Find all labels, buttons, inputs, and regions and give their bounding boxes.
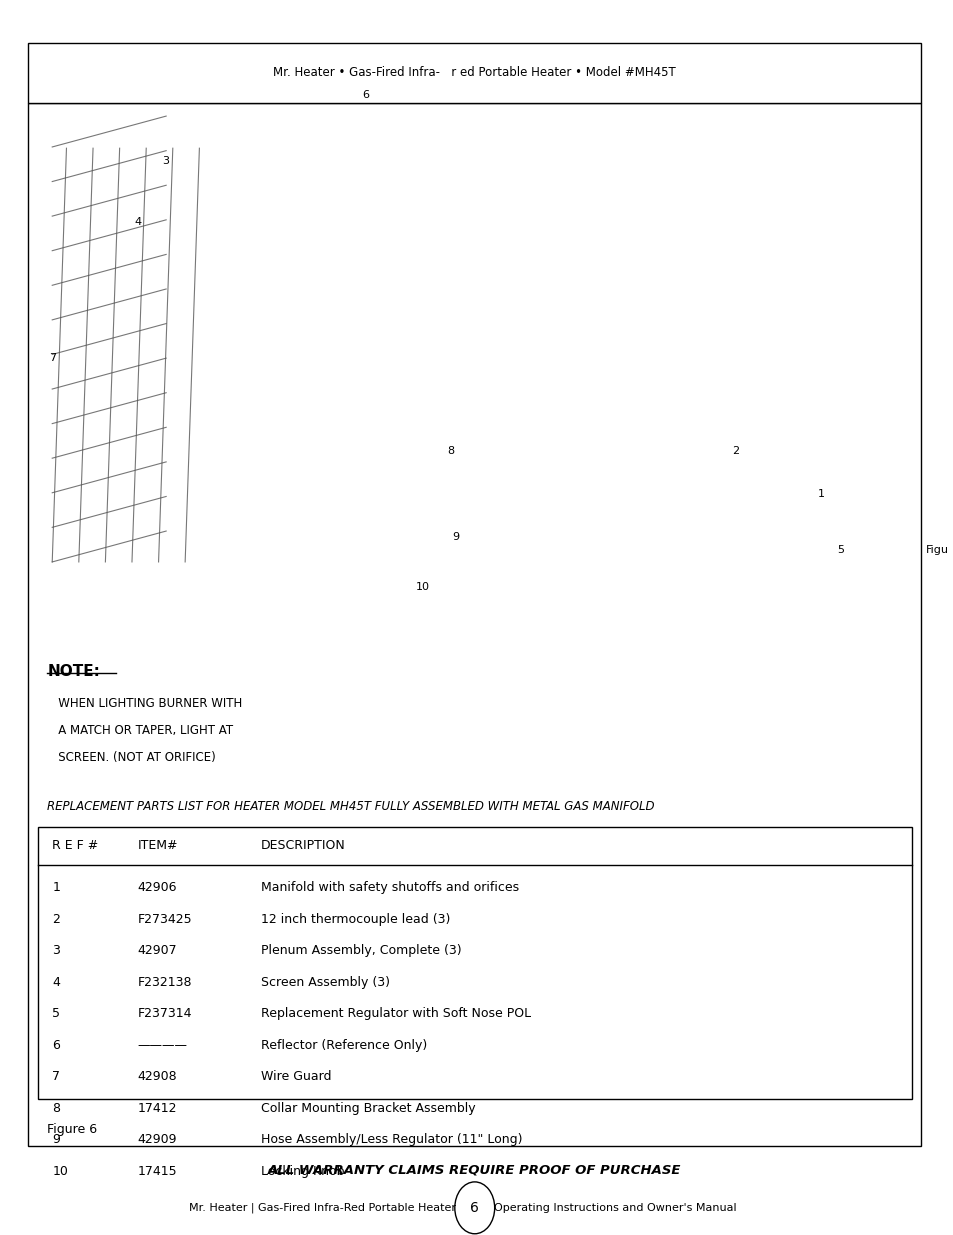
- Text: 42909: 42909: [137, 1132, 177, 1146]
- Text: ————: ————: [137, 1039, 188, 1052]
- Text: 17415: 17415: [137, 1165, 177, 1178]
- Text: Locking Knob: Locking Knob: [261, 1165, 344, 1178]
- Bar: [29, 43, 920, 103]
- Text: Mr. Heater | Gas-Fired Infra-Red Portable Heater: Mr. Heater | Gas-Fired Infra-Red Portabl…: [189, 1203, 456, 1213]
- Bar: [29, 103, 920, 1146]
- Text: Reflector (Reference Only): Reflector (Reference Only): [261, 1039, 427, 1052]
- Text: DESCRIPTION: DESCRIPTION: [261, 840, 346, 852]
- Text: A MATCH OR TAPER, LIGHT AT: A MATCH OR TAPER, LIGHT AT: [48, 724, 233, 737]
- Text: 42906: 42906: [137, 881, 177, 894]
- Text: Operating Instructions and Owner's Manual: Operating Instructions and Owner's Manua…: [494, 1203, 736, 1213]
- Text: 10: 10: [416, 582, 429, 592]
- Text: F232138: F232138: [137, 976, 192, 989]
- Text: Figu: Figu: [924, 545, 947, 555]
- Text: 42908: 42908: [137, 1070, 177, 1083]
- Text: 2: 2: [52, 913, 60, 926]
- Text: Replacement Regulator with Soft Nose POL: Replacement Regulator with Soft Nose POL: [261, 1007, 531, 1020]
- Text: Screen Assembly (3): Screen Assembly (3): [261, 976, 390, 989]
- Text: Plenum Assembly, Complete (3): Plenum Assembly, Complete (3): [261, 944, 461, 957]
- Text: 9: 9: [52, 1132, 60, 1146]
- Text: 3: 3: [52, 944, 60, 957]
- Text: 2: 2: [732, 446, 739, 456]
- Bar: [38, 827, 910, 1099]
- Text: Mr. Heater • Gas-Fired Infra-   r ed Portable Heater • Model #MH45T: Mr. Heater • Gas-Fired Infra- r ed Porta…: [274, 67, 676, 79]
- Text: 8: 8: [52, 1102, 60, 1115]
- Text: Figure 6: Figure 6: [48, 1123, 97, 1136]
- Text: 5: 5: [836, 545, 842, 555]
- Text: 42907: 42907: [137, 944, 177, 957]
- Text: 3: 3: [163, 156, 170, 165]
- Text: 9: 9: [452, 532, 458, 542]
- Text: REPLACEMENT PARTS LIST FOR HEATER MODEL MH45T FULLY ASSEMBLED WITH METAL GAS MAN: REPLACEMENT PARTS LIST FOR HEATER MODEL …: [48, 800, 655, 814]
- Text: 7: 7: [52, 1070, 60, 1083]
- Text: 4: 4: [52, 976, 60, 989]
- Text: 1: 1: [817, 489, 824, 499]
- Text: ALL WARRANTY CLAIMS REQUIRE PROOF OF PURCHASE: ALL WARRANTY CLAIMS REQUIRE PROOF OF PUR…: [268, 1163, 680, 1177]
- Text: 6: 6: [362, 90, 369, 100]
- Text: F273425: F273425: [137, 913, 193, 926]
- Text: 4: 4: [134, 217, 141, 227]
- Text: R E F #: R E F #: [52, 840, 98, 852]
- Text: 8: 8: [447, 446, 454, 456]
- Text: 17412: 17412: [137, 1102, 177, 1115]
- Text: F237314: F237314: [137, 1007, 192, 1020]
- Text: WHEN LIGHTING BURNER WITH: WHEN LIGHTING BURNER WITH: [48, 697, 242, 710]
- Text: 7: 7: [49, 353, 55, 363]
- Text: Wire Guard: Wire Guard: [261, 1070, 332, 1083]
- Text: ITEM#: ITEM#: [137, 840, 178, 852]
- Text: 10: 10: [52, 1165, 68, 1178]
- Text: 6: 6: [52, 1039, 60, 1052]
- Text: Collar Mounting Bracket Assembly: Collar Mounting Bracket Assembly: [261, 1102, 476, 1115]
- Text: Manifold with safety shutoffs and orifices: Manifold with safety shutoffs and orific…: [261, 881, 518, 894]
- Text: 6: 6: [470, 1200, 478, 1215]
- Text: SCREEN. (NOT AT ORIFICE): SCREEN. (NOT AT ORIFICE): [48, 751, 216, 764]
- Text: Hose Assembly/Less Regulator (11" Long): Hose Assembly/Less Regulator (11" Long): [261, 1132, 522, 1146]
- Text: 5: 5: [52, 1007, 60, 1020]
- Text: 12 inch thermocouple lead (3): 12 inch thermocouple lead (3): [261, 913, 450, 926]
- Text: NOTE:: NOTE:: [48, 664, 100, 679]
- Text: 1: 1: [52, 881, 60, 894]
